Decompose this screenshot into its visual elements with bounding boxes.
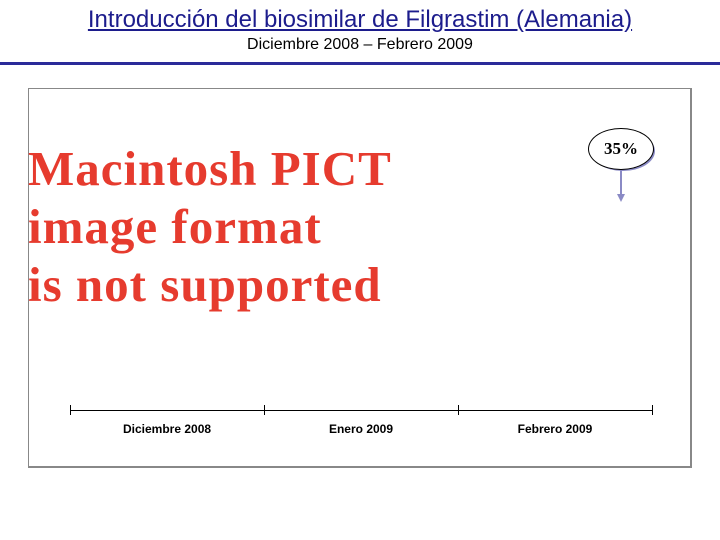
badge-front: 35% bbox=[588, 128, 654, 170]
x-axis-baseline bbox=[70, 410, 652, 411]
down-arrow-icon bbox=[617, 170, 625, 202]
x-axis-label: Enero 2009 bbox=[329, 422, 393, 436]
pict-error-line-2: image format bbox=[28, 198, 322, 255]
x-axis-tick bbox=[652, 405, 653, 415]
badge-text: 35% bbox=[604, 139, 638, 159]
x-axis-label: Febrero 2009 bbox=[518, 422, 593, 436]
title-rule bbox=[0, 62, 720, 65]
slide-title: Introducción del biosimilar de Filgrasti… bbox=[0, 6, 720, 34]
x-axis-tick bbox=[458, 405, 459, 415]
x-axis-tick bbox=[264, 405, 265, 415]
x-axis-tick bbox=[70, 405, 71, 415]
x-axis-label: Diciembre 2008 bbox=[123, 422, 211, 436]
slide-subtitle: Diciembre 2008 – Febrero 2009 bbox=[0, 36, 720, 54]
slide: { "header": { "title": "Introducción del… bbox=[0, 0, 720, 540]
percent-badge: 35% bbox=[588, 128, 652, 168]
pict-error-line-1: Macintosh PICT bbox=[28, 140, 392, 197]
pict-error-line-3: is not supported bbox=[28, 256, 382, 313]
x-axis: Diciembre 2008 Enero 2009 Febrero 2009 bbox=[70, 410, 652, 450]
